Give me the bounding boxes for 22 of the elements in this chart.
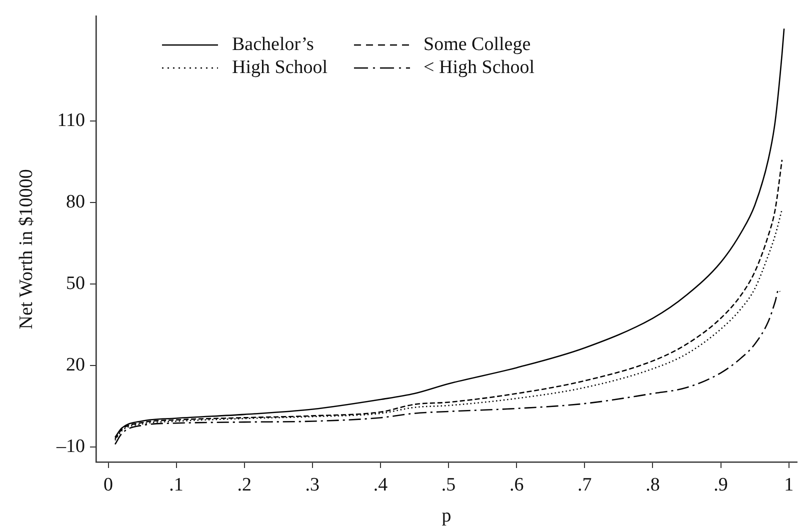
x-axis-title: p <box>442 505 452 526</box>
y-tick-label: 80 <box>66 192 85 213</box>
y-tick-label: 20 <box>66 354 85 376</box>
y-tick-label: 50 <box>66 273 85 294</box>
x-tick-label: 0 <box>104 474 113 496</box>
y-tick-label: –10 <box>56 436 85 458</box>
x-tick-label: .4 <box>373 474 388 496</box>
x-tick-label: .6 <box>509 474 524 496</box>
x-tick-label: .5 <box>441 474 456 496</box>
legend-label: Bachelor’s <box>232 33 314 56</box>
legend-label: < High School <box>424 56 535 79</box>
x-tick-label: 1 <box>784 474 794 496</box>
x-tick-label: .9 <box>714 474 728 496</box>
legend-label: High School <box>232 56 328 79</box>
x-tick-label: .2 <box>237 474 252 496</box>
x-tick-label: .3 <box>305 474 320 496</box>
legend-label: Some College <box>424 33 531 56</box>
y-axis-title: Net Worth in $10000 <box>16 169 37 330</box>
x-tick-label: .1 <box>169 474 184 496</box>
y-tick-label: 110 <box>57 110 85 131</box>
x-tick-label: .7 <box>578 474 592 496</box>
x-tick-label: .8 <box>646 474 660 496</box>
